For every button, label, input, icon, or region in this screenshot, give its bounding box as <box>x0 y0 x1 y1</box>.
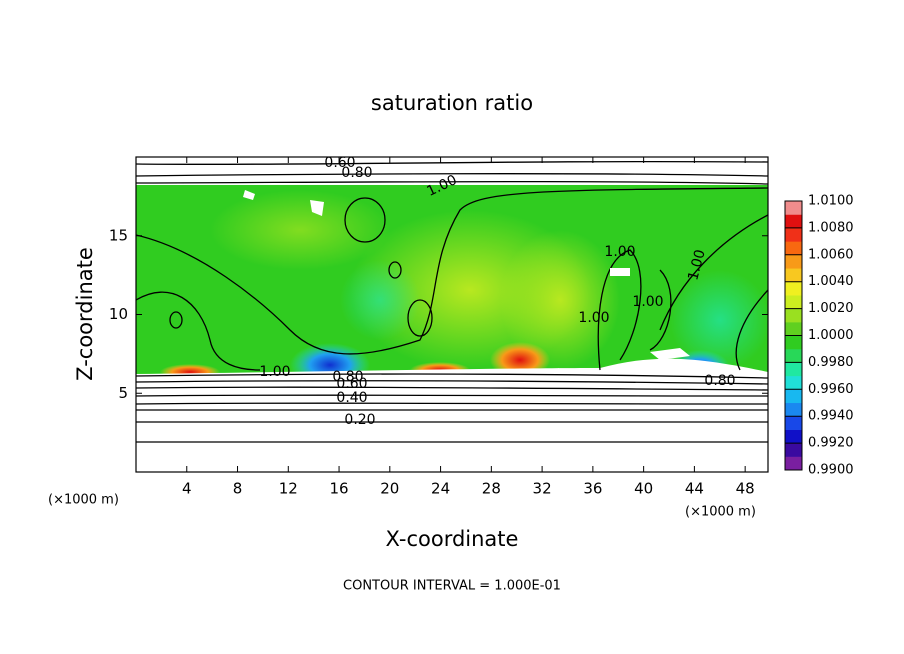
colorbar-bin <box>785 227 802 242</box>
x-tick-label: 28 <box>482 480 501 498</box>
x-tick-label: 36 <box>583 480 602 498</box>
colorbar-tick-label: 1.0000 <box>808 328 854 343</box>
contour-label: 0.80 <box>332 369 363 385</box>
colorbar-tick-label: 0.9940 <box>808 409 854 424</box>
colorbar-bin <box>785 308 802 323</box>
x-unit-label: (×1000 m) <box>685 505 756 520</box>
colorbar-tick-label: 1.0020 <box>808 301 854 316</box>
x-tick-label: 20 <box>380 480 399 498</box>
colorbar-tick-label: 1.0100 <box>808 194 854 209</box>
x-tick-label: 48 <box>736 480 755 498</box>
x-axis-label: X-coordinate <box>386 527 519 551</box>
contour-label: 0.20 <box>344 412 375 428</box>
contour-label: 1.00 <box>604 244 635 260</box>
colorbar-bin <box>785 254 802 269</box>
x-tick-label: 4 <box>182 480 192 498</box>
colorbar-tick-label: 0.9920 <box>808 436 854 451</box>
contour-interval: CONTOUR INTERVAL = 1.000E-01 <box>343 579 561 594</box>
colorbar-bin <box>785 322 802 336</box>
colorbar-bin <box>785 375 802 390</box>
y-tick-label: 15 <box>109 226 128 244</box>
contour-label: 0.80 <box>704 373 735 389</box>
colorbar-tick-label: 1.0080 <box>808 220 854 235</box>
x-tick-label: 32 <box>533 480 552 498</box>
colorbar-bin <box>785 335 802 350</box>
chart-title: saturation ratio <box>371 91 533 115</box>
x-tick-label: 40 <box>634 480 653 498</box>
y-tick-label: 5 <box>118 384 128 402</box>
field <box>136 157 768 472</box>
colorbar-tick-label: 1.0040 <box>808 274 854 289</box>
x-tick-label: 8 <box>233 480 243 498</box>
contour-label: 1.00 <box>632 294 663 310</box>
contour-label: 1.00 <box>578 310 609 326</box>
contour-label: 0.80 <box>341 165 372 181</box>
x-tick-label: 44 <box>685 480 704 498</box>
colorbar-tick-label: 0.9960 <box>808 382 854 397</box>
colorbar-bin <box>785 241 802 256</box>
colorbar-bin <box>785 362 802 377</box>
colorbar-bin <box>785 456 802 471</box>
colorbar-bin <box>785 402 802 417</box>
colorbar-bin <box>785 443 802 457</box>
contour-label: 1.00 <box>685 248 709 282</box>
colorbar-bin <box>785 389 802 404</box>
y-tick-label: 10 <box>109 305 128 323</box>
colorbar-bin <box>785 348 802 363</box>
x-tick-label: 24 <box>431 480 450 498</box>
colorbar-tick-label: 1.0060 <box>808 247 854 262</box>
colorbar-bin <box>785 281 802 296</box>
contour-label: 1.00 <box>259 364 290 380</box>
colorbar-bin <box>785 214 802 229</box>
y-axis-label: Z-coordinate <box>73 247 97 381</box>
contour-label: 0.60 <box>324 155 355 171</box>
colorbar-bin <box>785 429 802 444</box>
contour-label: 0.60 <box>336 376 367 392</box>
contour-label: 0.40 <box>336 390 367 406</box>
colorbar-bin <box>785 416 802 430</box>
colorbar-bin <box>785 295 802 309</box>
x-tick-label: 16 <box>330 480 349 498</box>
colorbar-tick-label: 0.9980 <box>808 355 854 370</box>
colorbar-tick-label: 0.9900 <box>808 463 854 478</box>
colorbar-bin <box>785 201 802 215</box>
x-tick-label: 12 <box>279 480 298 498</box>
x-unit-label: (×1000 m) <box>48 493 119 508</box>
colorbar-bin <box>785 268 802 282</box>
